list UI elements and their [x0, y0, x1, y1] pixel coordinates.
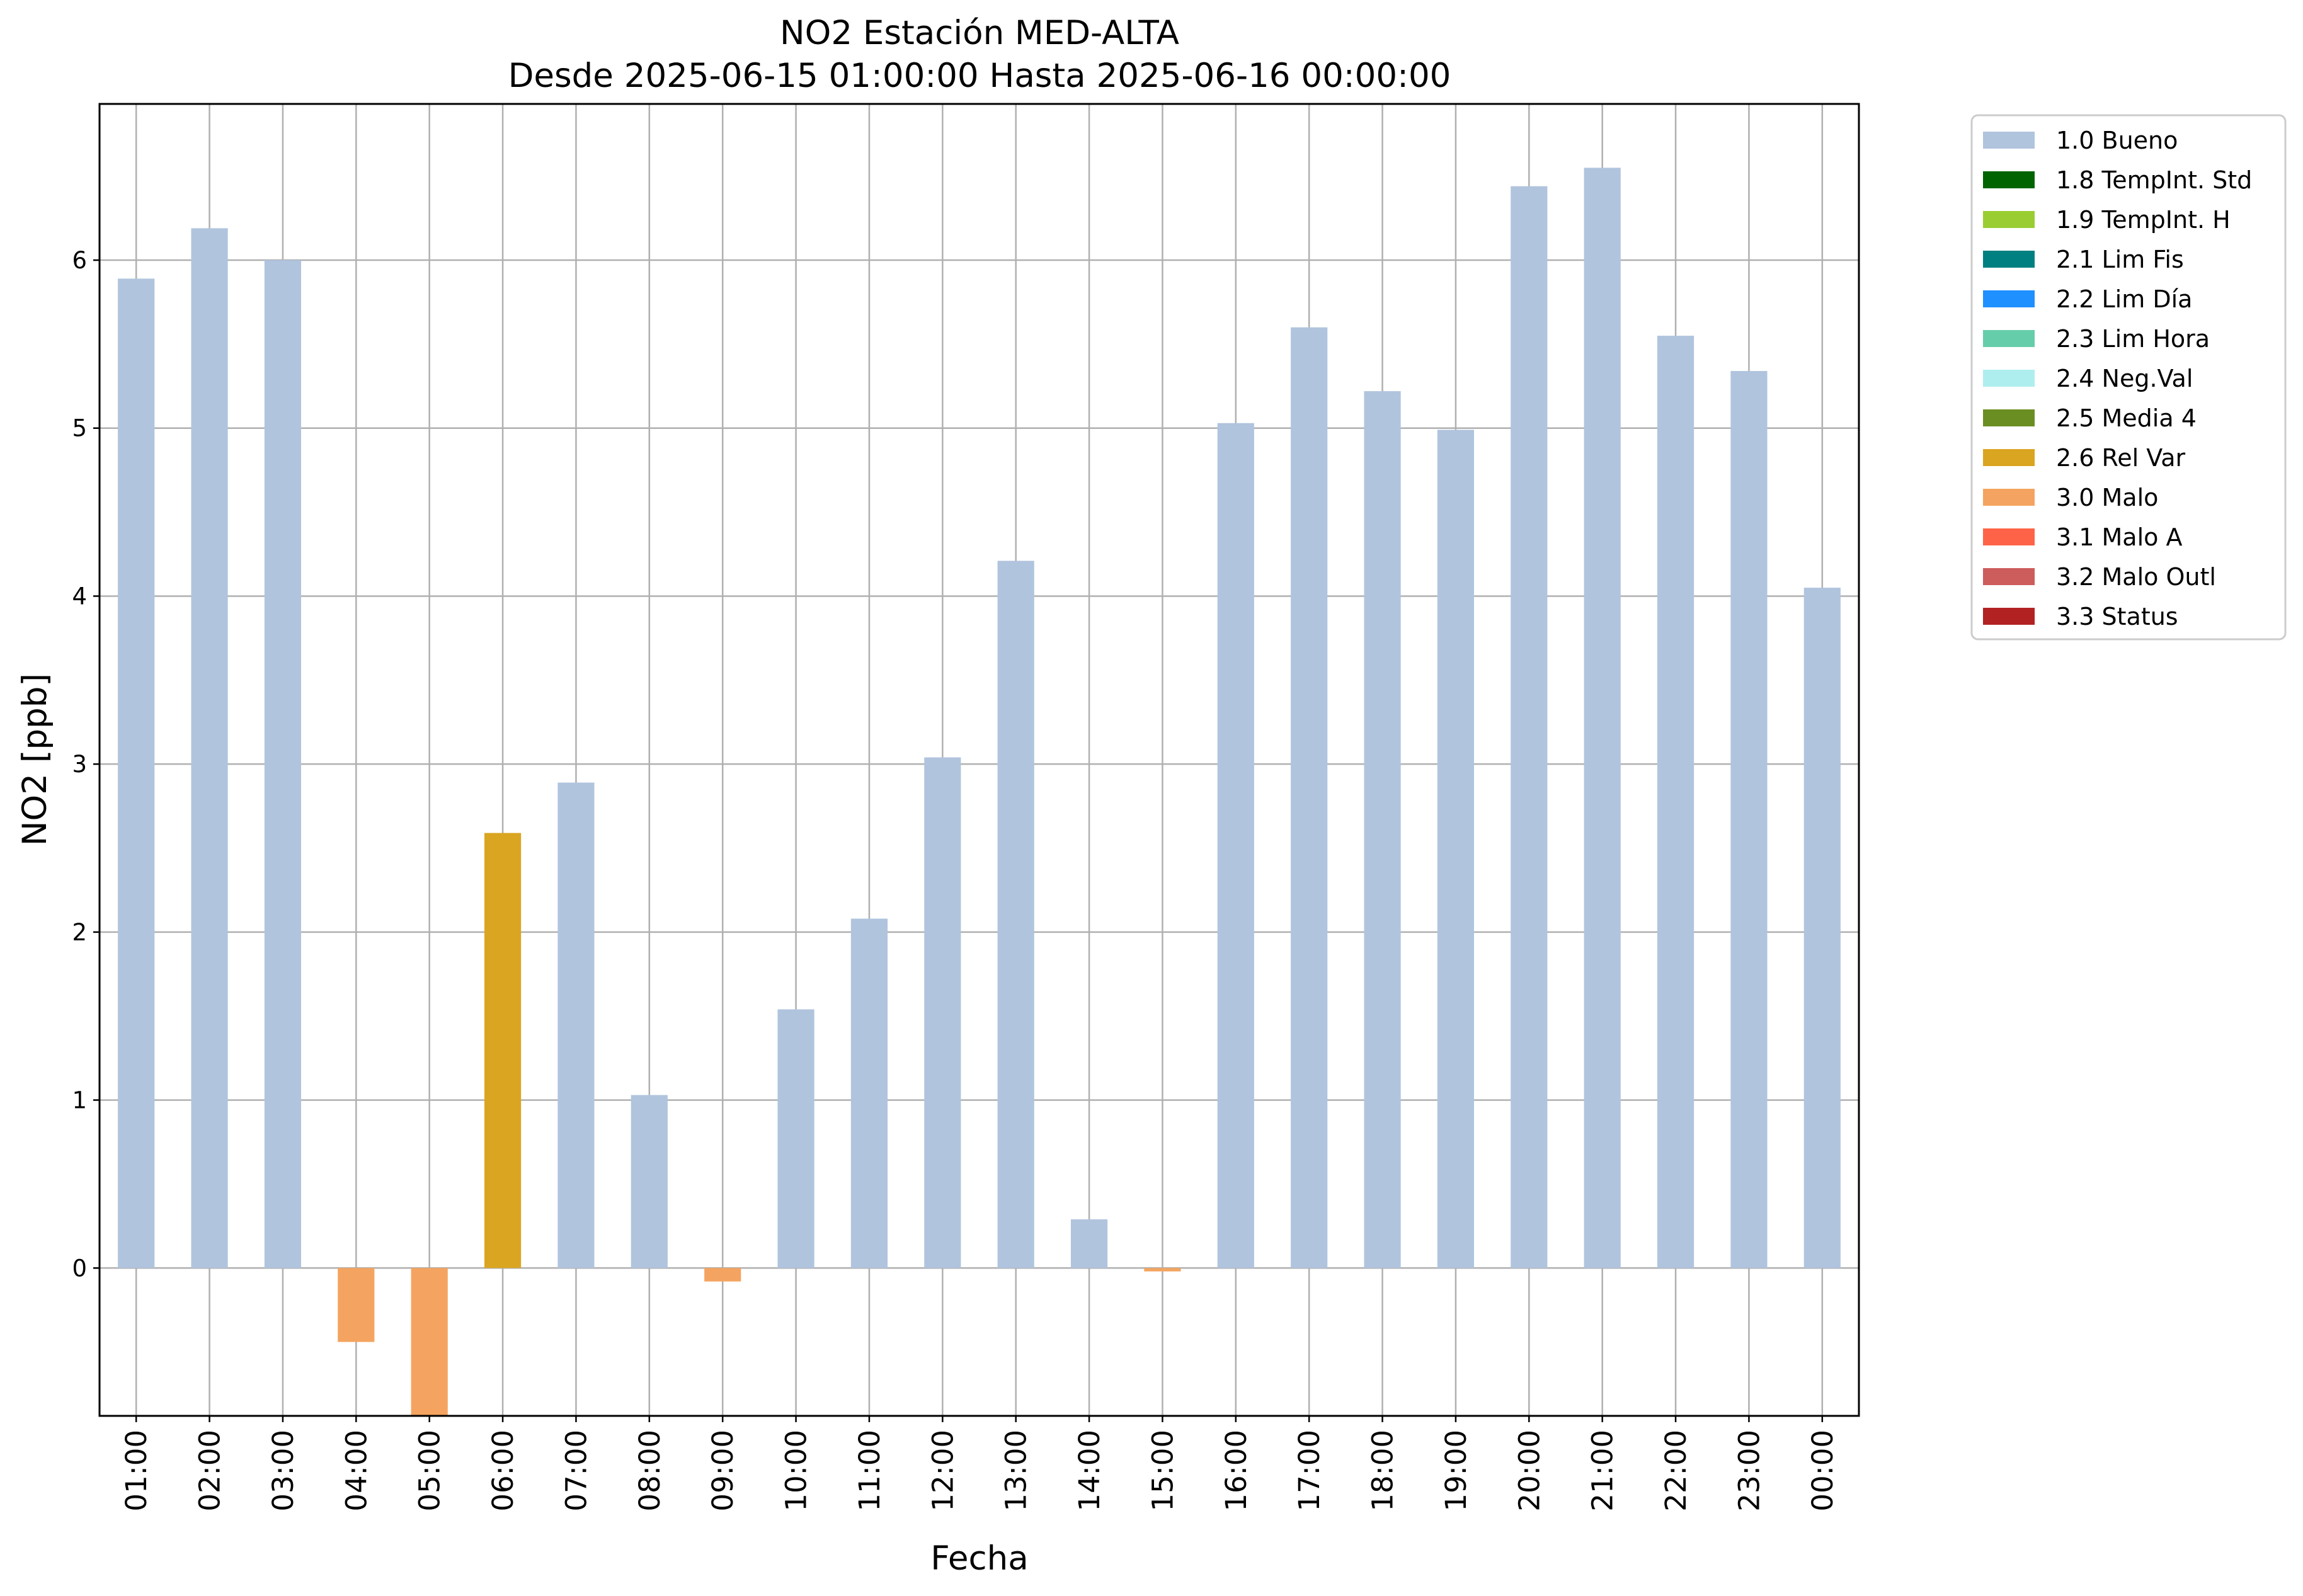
bar-1900	[1437, 430, 1475, 1268]
x-tick-label: 02:00	[193, 1430, 227, 1512]
x-tick-label: 17:00	[1293, 1430, 1326, 1512]
bar-1400	[1070, 1219, 1108, 1268]
bar-0500	[411, 1268, 448, 1416]
chart-title: NO2 Estación MED-ALTA	[780, 14, 1179, 52]
y-axis-label: NO2 [ppb]	[16, 673, 54, 846]
bar-1700	[1291, 327, 1328, 1268]
legend-swatch	[1983, 171, 2035, 188]
bar-1800	[1364, 391, 1401, 1268]
y-tick-label: 0	[72, 1255, 87, 1282]
legend-swatch	[1983, 132, 2035, 149]
x-tick-label: 08:00	[633, 1430, 666, 1512]
x-tick-label: 23:00	[1732, 1430, 1766, 1512]
legend-swatch	[1983, 568, 2035, 585]
plot-frame	[98, 103, 1860, 1417]
x-axis-label: Fecha	[930, 1539, 1028, 1578]
legend-swatch	[1983, 409, 2035, 426]
legend-swatch	[1983, 290, 2035, 307]
bar-0600	[484, 833, 522, 1268]
bar-2200	[1657, 336, 1694, 1268]
legend-swatch	[1983, 211, 2035, 228]
legend-label: 1.0 Bueno	[2056, 127, 2178, 154]
x-tick-label: 21:00	[1586, 1430, 1620, 1512]
y-tick-labels: 0 1 2 3 4 5 6	[72, 247, 100, 1282]
legend-label: 2.1 Lim Fis	[2056, 246, 2184, 273]
legend-label: 1.8 TempInt. Std	[2056, 166, 2252, 194]
x-tick-label: 04:00	[340, 1430, 373, 1512]
legend-label: 2.4 Neg.Val	[2056, 365, 2193, 392]
x-tick-label: 22:00	[1659, 1430, 1693, 1512]
bar-0200	[191, 228, 228, 1268]
bar-2000	[1511, 186, 1548, 1268]
x-tick-label: 14:00	[1073, 1430, 1106, 1512]
x-tick-labels: 01:00 02:00 03:00 04:00 05:00 06:00 07:00 08:00…	[120, 1416, 1839, 1512]
legend-label: 3.2 Malo Outl	[2056, 563, 2216, 591]
legend-swatch	[1983, 370, 2035, 387]
y-tick-label: 3	[72, 751, 87, 778]
x-tick-label: 09:00	[706, 1430, 740, 1512]
legend-label: 2.2 Lim Día	[2056, 285, 2192, 313]
legend-swatch	[1983, 251, 2035, 268]
legend-label: 1.9 TempInt. H	[2056, 206, 2231, 234]
bar-0000	[1803, 588, 1841, 1268]
bar-1100	[850, 918, 888, 1268]
legend-label: 2.6 Rel Var	[2056, 444, 2186, 472]
bar-0800	[631, 1095, 668, 1268]
x-tick-label: 18:00	[1366, 1430, 1400, 1512]
legend-frame	[1970, 114, 2287, 641]
legend-label: 3.3 Status	[2056, 603, 2178, 630]
bar-0300	[264, 260, 302, 1268]
x-tick-label: 12:00	[926, 1430, 959, 1512]
bars	[118, 168, 1841, 1416]
y-tick-label: 5	[72, 415, 87, 442]
bar-1200	[924, 757, 961, 1268]
x-tick-label: 00:00	[1806, 1430, 1839, 1512]
x-tick-label: 03:00	[266, 1430, 300, 1512]
legend-label: 2.5 Media 4	[2056, 404, 2197, 432]
legend-swatch	[1983, 449, 2035, 466]
x-tick-label: 20:00	[1512, 1430, 1546, 1512]
legend-swatch	[1983, 330, 2035, 347]
bar-0900	[704, 1268, 741, 1282]
y-tick-label: 4	[72, 583, 87, 610]
y-tick-label: 1	[72, 1087, 87, 1114]
bar-1600	[1217, 423, 1254, 1268]
legend-swatch	[1983, 528, 2035, 545]
legend-label: 2.3 Lim Hora	[2056, 325, 2210, 353]
x-tick-label: 13:00	[1000, 1430, 1033, 1512]
x-tick-label: 01:00	[120, 1430, 153, 1512]
legend-label: 3.0 Malo	[2056, 484, 2158, 511]
x-tick-label: 15:00	[1146, 1430, 1179, 1512]
bar-0700	[557, 782, 595, 1268]
y-tick-label: 6	[72, 247, 87, 274]
bar-2300	[1730, 371, 1768, 1268]
x-tick-label: 05:00	[413, 1430, 447, 1512]
x-tick-label: 11:00	[853, 1430, 886, 1512]
x-tick-label: 16:00	[1220, 1430, 1253, 1512]
chart-subtitle: Desde 2025-06-15 01:00:00 Hasta 2025-06-…	[508, 57, 1451, 95]
x-tick-label: 06:00	[486, 1430, 520, 1512]
y-tick-label: 2	[72, 919, 87, 946]
x-tick-label: 07:00	[559, 1430, 593, 1512]
bar-1300	[997, 561, 1034, 1268]
x-tick-label: 19:00	[1439, 1430, 1473, 1512]
x-tick-label: 10:00	[780, 1430, 813, 1512]
bar-1000	[777, 1009, 814, 1268]
bar-2100	[1584, 168, 1621, 1268]
legend: 1.0 Bueno 1.8 TempInt. Std 1.9 TempInt. H 2…	[1970, 114, 2287, 641]
legend-swatch	[1983, 489, 2035, 506]
legend-swatch	[1983, 608, 2035, 625]
bar-1500	[1144, 1268, 1181, 1272]
bar-0100	[118, 278, 155, 1268]
bar-0400	[338, 1268, 375, 1342]
legend-label: 3.1 Malo A	[2056, 523, 2182, 551]
